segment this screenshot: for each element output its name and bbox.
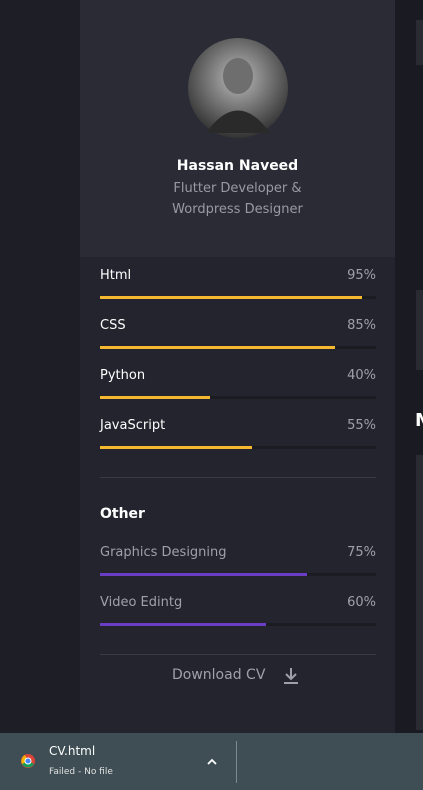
skill-percent: 85% <box>347 318 376 333</box>
file-status: Failed - No file <box>49 767 113 777</box>
skill-track <box>100 296 376 299</box>
divider <box>100 477 376 478</box>
skill-bar <box>100 446 252 449</box>
skill-bar <box>100 346 335 349</box>
divider <box>100 654 376 655</box>
skill-bar <box>100 623 266 626</box>
section-title: Other <box>100 506 145 522</box>
skill-percent: 40% <box>347 368 376 383</box>
skill-name: Graphics Designing <box>100 545 227 560</box>
skill-track <box>100 623 376 626</box>
panel-block <box>416 455 423 730</box>
skill-name: Html <box>100 268 132 283</box>
file-name[interactable]: CV.html <box>49 744 96 758</box>
skill-name: CSS <box>100 318 126 333</box>
download-bar: CV.html Failed - No file <box>0 733 423 790</box>
profile-name: Hassan Naveed <box>176 158 299 174</box>
skill-percent: 60% <box>347 595 376 610</box>
skill-percent: 55% <box>347 418 376 433</box>
download-button[interactable]: Download CV <box>172 667 266 683</box>
download-icon[interactable] <box>282 667 300 685</box>
separator <box>236 741 237 783</box>
skill-track <box>100 346 376 349</box>
panel-block <box>416 20 423 65</box>
skill-percent: 75% <box>347 545 376 560</box>
chevron[interactable] <box>206 757 218 767</box>
skill-bar <box>100 573 307 576</box>
skill-bar <box>100 396 211 399</box>
skill-track <box>100 573 376 576</box>
skill-name: Python <box>100 368 146 383</box>
skill-name: JavaScript <box>100 418 166 433</box>
profile-role: Flutter Developer & <box>173 181 302 196</box>
panel-block <box>416 290 423 370</box>
skill-name: Video Edintg <box>100 595 183 610</box>
chrome-icon <box>21 754 35 768</box>
right-panel: M <box>395 0 423 733</box>
skill-percent: 95% <box>347 268 376 283</box>
profile-role: Wordpress Designer <box>172 202 303 217</box>
skill-track <box>100 446 376 449</box>
skill-track <box>100 396 376 399</box>
side-heading: M <box>415 410 423 431</box>
avatar[interactable] <box>188 38 288 138</box>
skill-bar <box>100 296 363 299</box>
